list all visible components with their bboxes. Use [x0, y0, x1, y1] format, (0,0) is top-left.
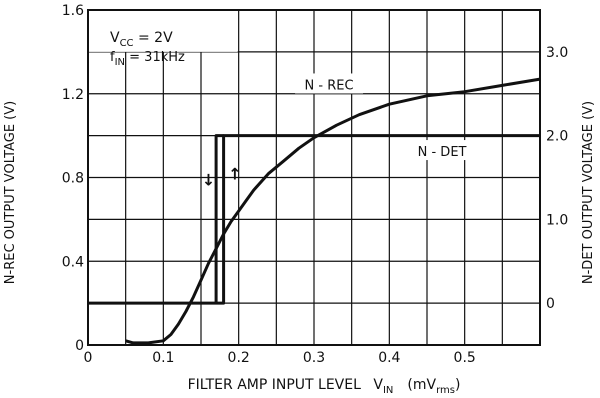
vcc-value: = 2V	[134, 30, 174, 46]
x-tick-label: 0.1	[152, 350, 174, 366]
x-tick-labels: 0 0.1 0.2 0.3 0.4 0.5	[84, 350, 476, 366]
fin-condition: fIN = 31kHz	[110, 50, 185, 68]
fin-subscript: IN	[115, 57, 125, 68]
y2-tick-label: 2.0	[546, 129, 568, 145]
y-tick-label: 1.6	[62, 3, 84, 19]
vcc-condition: VCC = 2V	[110, 30, 173, 49]
hysteresis-arrow-up: ↑	[228, 164, 241, 183]
x-axis-title-main: FILTER AMP INPUT LEVEL	[188, 377, 362, 393]
annotation-background	[295, 73, 364, 94]
x-tick-label: 0.2	[228, 350, 250, 366]
x-tick-label: 0.3	[303, 350, 325, 366]
y2-tick-label: 3.0	[546, 45, 568, 61]
fin-symbol: f	[110, 50, 115, 65]
y-tick-label: 0.4	[62, 254, 84, 270]
y2-tick-label: 0	[546, 296, 555, 312]
conditions-box: VCC = 2V fIN = 31kHz	[89, 11, 238, 68]
y-tick-label: 0.8	[62, 171, 84, 187]
hysteresis-arrow-down: ↓	[202, 171, 215, 190]
series-line-2	[88, 134, 540, 305]
x-tick-label: 0.5	[454, 350, 476, 366]
x-axis-title-unit-open: (mV	[407, 377, 436, 393]
fin-value: = 31kHz	[125, 50, 185, 65]
vcc-subscript: CC	[120, 38, 134, 49]
x-axis-title-unit-close: )	[455, 377, 460, 393]
conditions-box-background	[89, 11, 238, 52]
y-tick-label: 0	[75, 338, 84, 354]
annotation-background	[408, 140, 477, 161]
y2-axis-title: N-DET OUTPUT VOLTAGE (V)	[581, 101, 596, 284]
x-tick-label: 0.4	[378, 350, 400, 366]
series-line-3	[214, 134, 224, 304]
x-axis-title: FILTER AMP INPUT LEVEL VIN (mVrms)	[188, 377, 461, 396]
y2-tick-labels: 0 1.0 2.0 3.0	[546, 45, 568, 312]
y-axis-title: N-REC OUTPUT VOLTAGE (V)	[3, 101, 18, 284]
y-tick-label: 1.2	[62, 87, 84, 103]
y-tick-labels: 0 0.4 0.8 1.2 1.6	[62, 3, 84, 354]
series-line-1	[125, 77, 541, 345]
series-layer	[88, 77, 541, 345]
series-annotation-label: N - DET	[418, 145, 467, 160]
x-axis-title-var-sub: IN	[383, 385, 393, 396]
x-axis-title-unit-sub: rms	[436, 385, 455, 396]
series-annotation-label: N - REC	[305, 78, 354, 93]
vcc-symbol: V	[110, 30, 120, 46]
plot-frame	[87, 9, 541, 346]
annotation-layer: N - REC N - DET ↓ ↑	[202, 73, 477, 190]
y2-tick-label: 1.0	[546, 212, 568, 228]
x-tick-label: 0	[84, 350, 93, 366]
x-axis-title-var: V	[373, 377, 383, 393]
